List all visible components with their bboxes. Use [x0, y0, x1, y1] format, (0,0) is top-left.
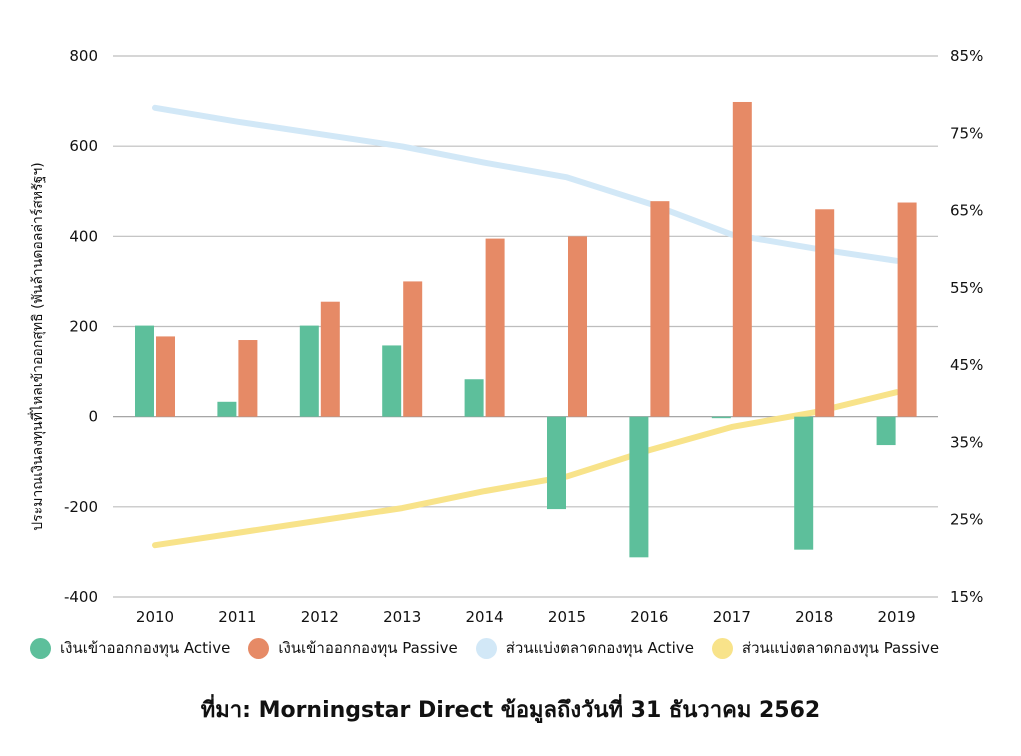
x-tick-label: 2011 — [218, 608, 256, 626]
legend-item-active-share: ส่วนแบ่งตลาดกองทุน Active — [475, 636, 694, 660]
x-tick-label: 2014 — [466, 608, 504, 626]
y-left-tick-label: 200 — [69, 318, 98, 336]
bar-passive-2015 — [568, 236, 587, 417]
y-right-tick-label: 55% — [950, 279, 983, 297]
x-tick-label: 2015 — [548, 608, 586, 626]
bar-passive-2016 — [650, 201, 670, 417]
bar-active-2011 — [217, 401, 237, 417]
x-tick-label: 2013 — [383, 608, 421, 626]
y-left-tick-label: -400 — [64, 588, 98, 606]
legend-swatch — [711, 637, 733, 659]
series-line-ส่วนแบ่งตลาดกองทุน Passive — [152, 389, 900, 549]
legend-label: เงินเข้าออกกองทุน Passive — [278, 639, 458, 657]
bar-passive-2011 — [238, 340, 258, 417]
bar-active-2018 — [794, 416, 814, 550]
legend-swatch — [475, 637, 497, 659]
bar-active-2019 — [876, 416, 896, 446]
bar-active-2015 — [547, 416, 566, 510]
x-tick-label: 2012 — [301, 608, 339, 626]
legend-item-passive-flow: เงินเข้าออกกองทุน Passive — [248, 636, 458, 660]
x-tick-label: 2019 — [878, 608, 916, 626]
series-line-ส่วนแบ่งตลาดกองทุน Active — [152, 104, 900, 264]
y-left-tick-label: 600 — [69, 137, 98, 155]
legend-label: ส่วนแบ่งตลาดกองทุน Active — [505, 639, 694, 657]
legend-swatch — [30, 637, 51, 659]
legend-label: ส่วนแบ่งตลาดกองทุน Passive — [741, 639, 940, 657]
legend-label: เงินเข้าออกกองทุน Active — [60, 639, 231, 657]
y-left-tick-label: 0 — [88, 408, 98, 426]
x-tick-label: 2017 — [713, 608, 751, 626]
bar-passive-2017 — [732, 101, 752, 417]
bar-active-2017 — [711, 416, 731, 419]
legend-swatch — [248, 637, 270, 659]
bar-passive-2019 — [897, 202, 917, 417]
legend: เงินเข้าออกกองทุน Active เงินเข้าออกกองท… — [30, 636, 1020, 660]
y-left-tick-label: 800 — [69, 47, 98, 65]
y-right-tick-label: 15% — [950, 588, 983, 606]
x-tick-label: 2016 — [630, 608, 668, 626]
x-tick-label: 2010 — [136, 608, 174, 626]
bar-active-2010 — [135, 325, 154, 417]
y-right-tick-label: 35% — [950, 433, 983, 451]
y-right-tick-label: 25% — [950, 511, 983, 529]
y-left-tick-label: 400 — [69, 227, 98, 245]
y-right-tick-label: 85% — [950, 47, 983, 65]
bar-passive-2010 — [156, 336, 175, 417]
y-right-tick-label: 65% — [950, 202, 983, 220]
chart-area: -400 -200 0 200 400 600 800 15% 25% 35% 45% 55% 65% 7… — [28, 47, 983, 626]
bar-passive-2013 — [403, 281, 423, 417]
legend-item-passive-share: ส่วนแบ่งตลาดกองทุน Passive — [711, 636, 940, 660]
legend-item-active-flow: เงินเข้าออกกองทุน Active — [30, 636, 230, 660]
bar-passive-2018 — [815, 209, 835, 417]
bar-active-2012 — [299, 325, 319, 417]
bar-passive-2012 — [320, 301, 340, 417]
y-left-tick-label: -200 — [64, 498, 98, 516]
y-axis-title: ประมาณเงินลงทุนที่ไหลเข้าออกสุทธิ (พันล้… — [28, 162, 46, 530]
x-tick-label: 2018 — [795, 608, 833, 626]
y-right-tick-label: 45% — [950, 356, 983, 374]
bar-active-2013 — [382, 345, 402, 417]
y-right-tick-label: 75% — [950, 124, 983, 142]
bar-active-2016 — [629, 416, 649, 558]
source-note: ที่มา: Morningstar Direct ข้อมูลถึงวันที… — [200, 698, 821, 723]
bar-passive-2014 — [485, 238, 505, 417]
bar-active-2014 — [464, 379, 484, 417]
